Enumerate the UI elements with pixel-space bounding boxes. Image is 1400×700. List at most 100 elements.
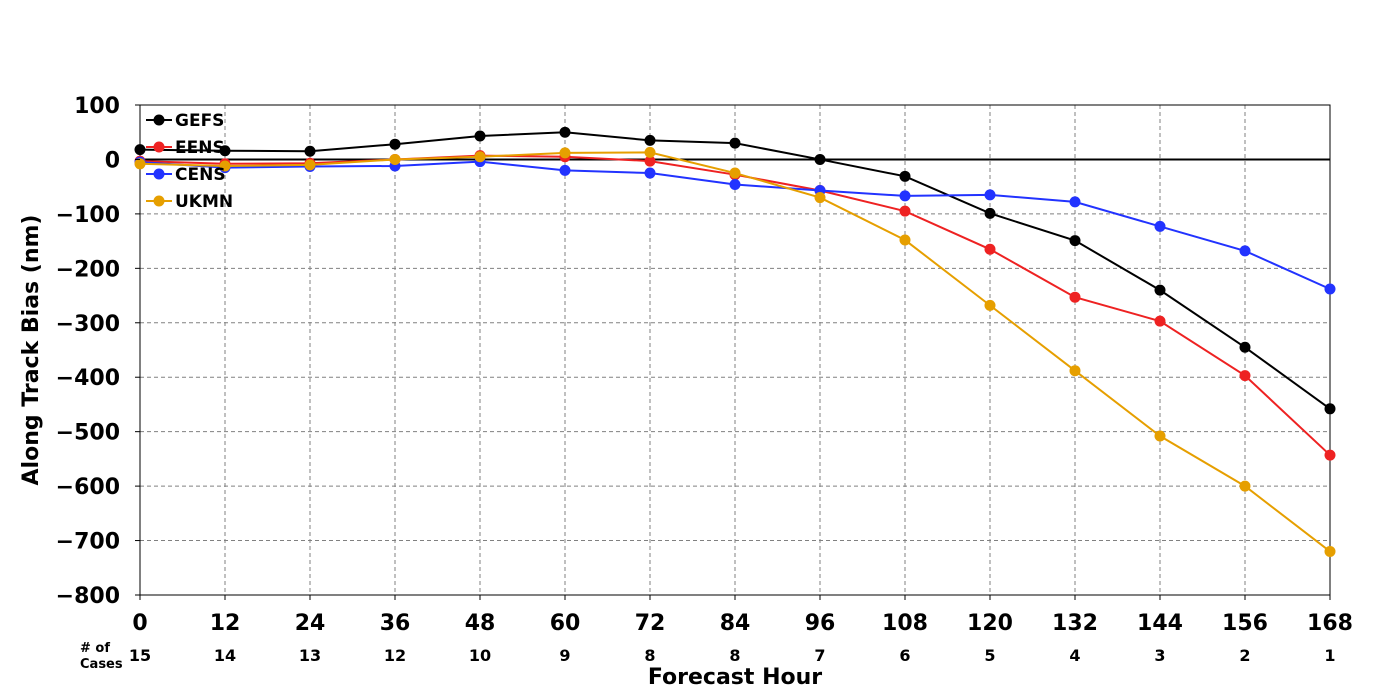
x-tick-label: 156 <box>1222 611 1268 636</box>
data-point-gefs <box>814 153 826 165</box>
case-count: 12 <box>384 646 406 665</box>
data-point-ukmn <box>899 234 911 246</box>
data-point-eens <box>1324 449 1336 461</box>
x-tick-label: 132 <box>1052 611 1098 636</box>
y-tick-label: −400 <box>56 366 120 391</box>
x-tick-label: 144 <box>1137 611 1183 636</box>
y-tick-label: −200 <box>56 257 120 282</box>
x-axis-label: Forecast Hour <box>648 665 822 690</box>
data-point-gefs <box>984 207 996 219</box>
x-tick-label: 84 <box>720 611 751 636</box>
data-point-ukmn <box>814 192 826 204</box>
data-point-ukmn <box>644 146 656 158</box>
data-point-cens <box>1239 245 1251 257</box>
x-tick-label: 12 <box>210 611 241 636</box>
y-tick-label: 0 <box>105 148 120 173</box>
case-count: 8 <box>729 646 740 665</box>
data-point-ukmn <box>1324 545 1336 557</box>
data-point-eens <box>1154 315 1166 327</box>
data-point-ukmn <box>389 153 401 165</box>
data-point-ukmn <box>1239 480 1251 492</box>
case-count: 10 <box>469 646 491 665</box>
data-point-ukmn <box>1069 365 1081 377</box>
x-tick-label: 60 <box>550 611 581 636</box>
data-point-eens <box>1069 291 1081 303</box>
x-tick-label: 0 <box>132 611 147 636</box>
data-point-ukmn <box>219 160 231 172</box>
data-point-eens <box>899 205 911 217</box>
case-count: 6 <box>899 646 910 665</box>
legend-swatch-marker <box>153 114 165 126</box>
data-point-gefs <box>1324 403 1336 415</box>
data-point-gefs <box>559 126 571 138</box>
data-point-ukmn <box>134 158 146 170</box>
y-tick-label: −300 <box>56 312 120 337</box>
y-tick-label: −700 <box>56 530 120 555</box>
legend-swatch-marker <box>153 195 165 207</box>
legend-label: GEFS <box>175 111 224 131</box>
case-count: 14 <box>214 646 236 665</box>
data-point-gefs <box>1239 341 1251 353</box>
series-ukmn <box>134 146 1336 557</box>
data-point-gefs <box>474 130 486 142</box>
case-count: 2 <box>1239 646 1250 665</box>
data-point-cens <box>984 189 996 201</box>
legend-label: CENS <box>175 165 226 185</box>
data-point-ukmn <box>1154 430 1166 442</box>
data-point-ukmn <box>559 147 571 159</box>
x-tick-label: 48 <box>465 611 496 636</box>
case-count: 3 <box>1154 646 1165 665</box>
series-gefs <box>134 126 1336 415</box>
x-tick-label: 96 <box>805 611 836 636</box>
data-point-cens <box>1324 283 1336 295</box>
legend-swatch-marker <box>153 141 165 153</box>
data-point-gefs <box>1154 284 1166 296</box>
data-point-ukmn <box>984 299 996 311</box>
data-point-cens <box>644 167 656 179</box>
data-point-cens <box>559 164 571 176</box>
case-count: 13 <box>299 646 321 665</box>
legend-swatch-marker <box>153 168 165 180</box>
data-point-cens <box>1069 196 1081 208</box>
case-count: 7 <box>814 646 825 665</box>
data-point-gefs <box>219 145 231 157</box>
cases-label: # of <box>80 641 110 656</box>
data-point-gefs <box>134 144 146 156</box>
legend-item-gefs: GEFS <box>146 111 224 131</box>
x-tick-label: 120 <box>967 611 1013 636</box>
data-point-ukmn <box>729 167 741 179</box>
y-tick-label: 100 <box>74 94 120 119</box>
grid-layer <box>140 105 1330 595</box>
case-count: 1 <box>1324 646 1335 665</box>
legend-label: UKMN <box>175 192 233 212</box>
data-point-eens <box>1239 370 1251 382</box>
case-count: 9 <box>559 646 570 665</box>
series-line-eens <box>139 154 1331 456</box>
data-point-gefs <box>729 137 741 149</box>
legend-item-eens: EENS <box>146 138 225 158</box>
x-tick-label: 72 <box>635 611 666 636</box>
x-tick-label: 36 <box>380 611 411 636</box>
data-point-cens <box>729 178 741 190</box>
case-count: 15 <box>129 646 151 665</box>
case-count: 8 <box>644 646 655 665</box>
legend: GEFS EENS CENS UKMN <box>146 111 233 212</box>
y-tick-label: −600 <box>56 475 120 500</box>
y-tick-label: −500 <box>56 421 120 446</box>
x-tick-label: 24 <box>295 611 326 636</box>
data-point-cens <box>1154 220 1166 232</box>
y-tick-label: −100 <box>56 203 120 228</box>
data-point-gefs <box>304 145 316 157</box>
data-point-eens <box>644 155 656 167</box>
data-point-gefs <box>389 138 401 150</box>
y-axis-label: Along Track Bias (nm) <box>19 215 44 486</box>
series-layer <box>134 126 1336 557</box>
data-point-gefs <box>1069 235 1081 247</box>
cases-label: Cases <box>80 657 123 672</box>
data-point-ukmn <box>474 151 486 163</box>
data-point-ukmn <box>304 159 316 171</box>
case-count: 5 <box>984 646 995 665</box>
x-tick-label: 108 <box>882 611 928 636</box>
case-count: 4 <box>1069 646 1080 665</box>
